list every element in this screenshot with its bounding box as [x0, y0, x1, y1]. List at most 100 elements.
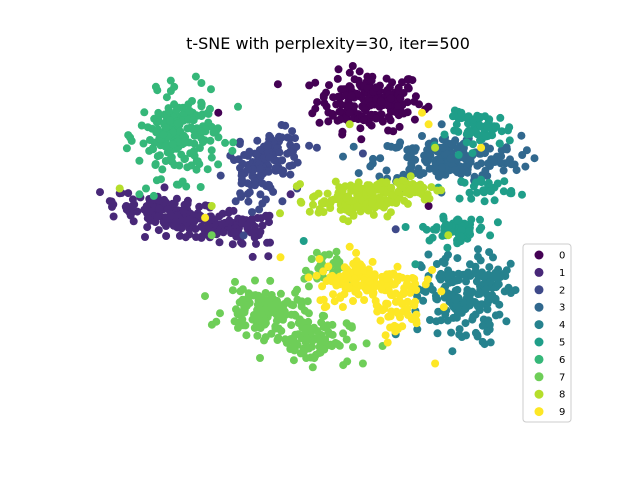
point-class-0 [324, 117, 333, 126]
point-class-2 [234, 155, 243, 164]
point-class-2 [266, 183, 275, 192]
point-class-6 [187, 161, 196, 170]
point-class-5 [475, 114, 484, 123]
point-class-1 [192, 233, 200, 241]
point-class-4 [462, 277, 470, 286]
point-class-2 [239, 231, 248, 240]
point-class-7 [235, 298, 244, 307]
point-class-3 [530, 154, 539, 163]
point-class-4 [477, 300, 486, 309]
point-class-9 [201, 213, 210, 222]
point-class-6 [152, 118, 161, 127]
point-class-6 [166, 116, 174, 125]
point-class-1 [145, 198, 154, 207]
point-class-4 [447, 328, 456, 337]
point-class-5 [467, 194, 476, 203]
point-class-0 [367, 76, 376, 85]
point-class-0 [339, 85, 348, 94]
point-class-0 [329, 93, 338, 102]
point-class-7 [257, 294, 266, 303]
point-class-4 [444, 250, 452, 259]
point-class-7 [253, 331, 262, 340]
point-class-4 [440, 259, 449, 268]
point-class-2 [391, 225, 400, 234]
point-class-5 [462, 138, 471, 147]
point-class-2 [283, 149, 292, 158]
point-class-4 [469, 312, 478, 321]
point-class-1 [154, 226, 163, 235]
point-class-2 [278, 156, 286, 165]
point-class-5 [455, 194, 464, 203]
point-class-4 [457, 333, 466, 341]
legend-marker-7 [534, 372, 544, 382]
point-class-9 [319, 295, 328, 304]
point-class-5 [472, 188, 481, 197]
point-class-7 [339, 361, 348, 370]
point-class-3 [391, 143, 400, 152]
point-class-9 [403, 279, 411, 288]
point-class-5 [454, 216, 463, 225]
point-class-4 [506, 259, 515, 268]
point-class-7 [307, 255, 316, 263]
point-class-2 [236, 189, 245, 198]
point-class-7 [257, 310, 266, 319]
point-class-7 [216, 309, 224, 318]
point-class-0 [308, 109, 317, 118]
point-class-7 [320, 345, 329, 354]
point-class-5 [411, 260, 420, 269]
point-class-2 [237, 171, 246, 180]
point-class-5 [475, 121, 484, 130]
point-class-3 [403, 153, 412, 162]
point-class-9 [393, 262, 402, 271]
point-class-7 [275, 301, 284, 310]
point-class-9 [389, 280, 398, 289]
point-class-9 [376, 316, 385, 325]
point-class-0 [357, 135, 366, 144]
point-class-9 [403, 297, 412, 306]
point-class-5 [425, 236, 434, 245]
point-class-0 [384, 101, 392, 110]
point-class-1 [162, 232, 171, 240]
point-class-8 [368, 199, 377, 208]
point-class-9 [363, 285, 371, 294]
point-class-5 [518, 190, 526, 199]
point-class-9 [360, 296, 369, 304]
point-class-2 [256, 190, 265, 199]
point-class-2 [278, 197, 287, 206]
point-class-4 [478, 337, 487, 346]
point-class-6 [158, 165, 167, 174]
point-class-5 [401, 223, 410, 231]
point-class-5 [500, 177, 509, 186]
point-class-5 [482, 121, 491, 130]
point-class-4 [447, 290, 456, 299]
point-class-6 [154, 108, 163, 117]
point-class-3 [473, 161, 482, 170]
point-class-7 [240, 306, 249, 314]
point-class-7 [299, 347, 308, 356]
point-class-7 [253, 300, 262, 309]
point-class-8 [387, 183, 396, 192]
point-class-0 [403, 75, 412, 84]
point-class-6 [188, 97, 196, 105]
legend-label-3: 3 [559, 303, 565, 314]
point-class-1 [218, 209, 227, 218]
point-class-7 [274, 333, 283, 342]
point-class-5 [490, 196, 499, 205]
point-class-7 [233, 309, 242, 318]
point-class-3 [481, 166, 490, 175]
point-class-5 [457, 225, 466, 234]
point-class-0 [424, 202, 433, 210]
point-class-7 [266, 276, 275, 285]
point-class-2 [281, 121, 290, 130]
point-class-9 [437, 287, 446, 296]
point-class-9 [406, 288, 415, 297]
point-class-2 [265, 131, 274, 140]
point-class-2 [283, 133, 292, 142]
point-class-4 [431, 291, 440, 300]
point-class-2 [291, 134, 299, 143]
point-class-6 [151, 160, 160, 168]
point-class-3 [521, 162, 530, 171]
point-class-9 [329, 290, 337, 299]
point-class-2 [292, 142, 301, 151]
point-class-9 [412, 286, 421, 294]
